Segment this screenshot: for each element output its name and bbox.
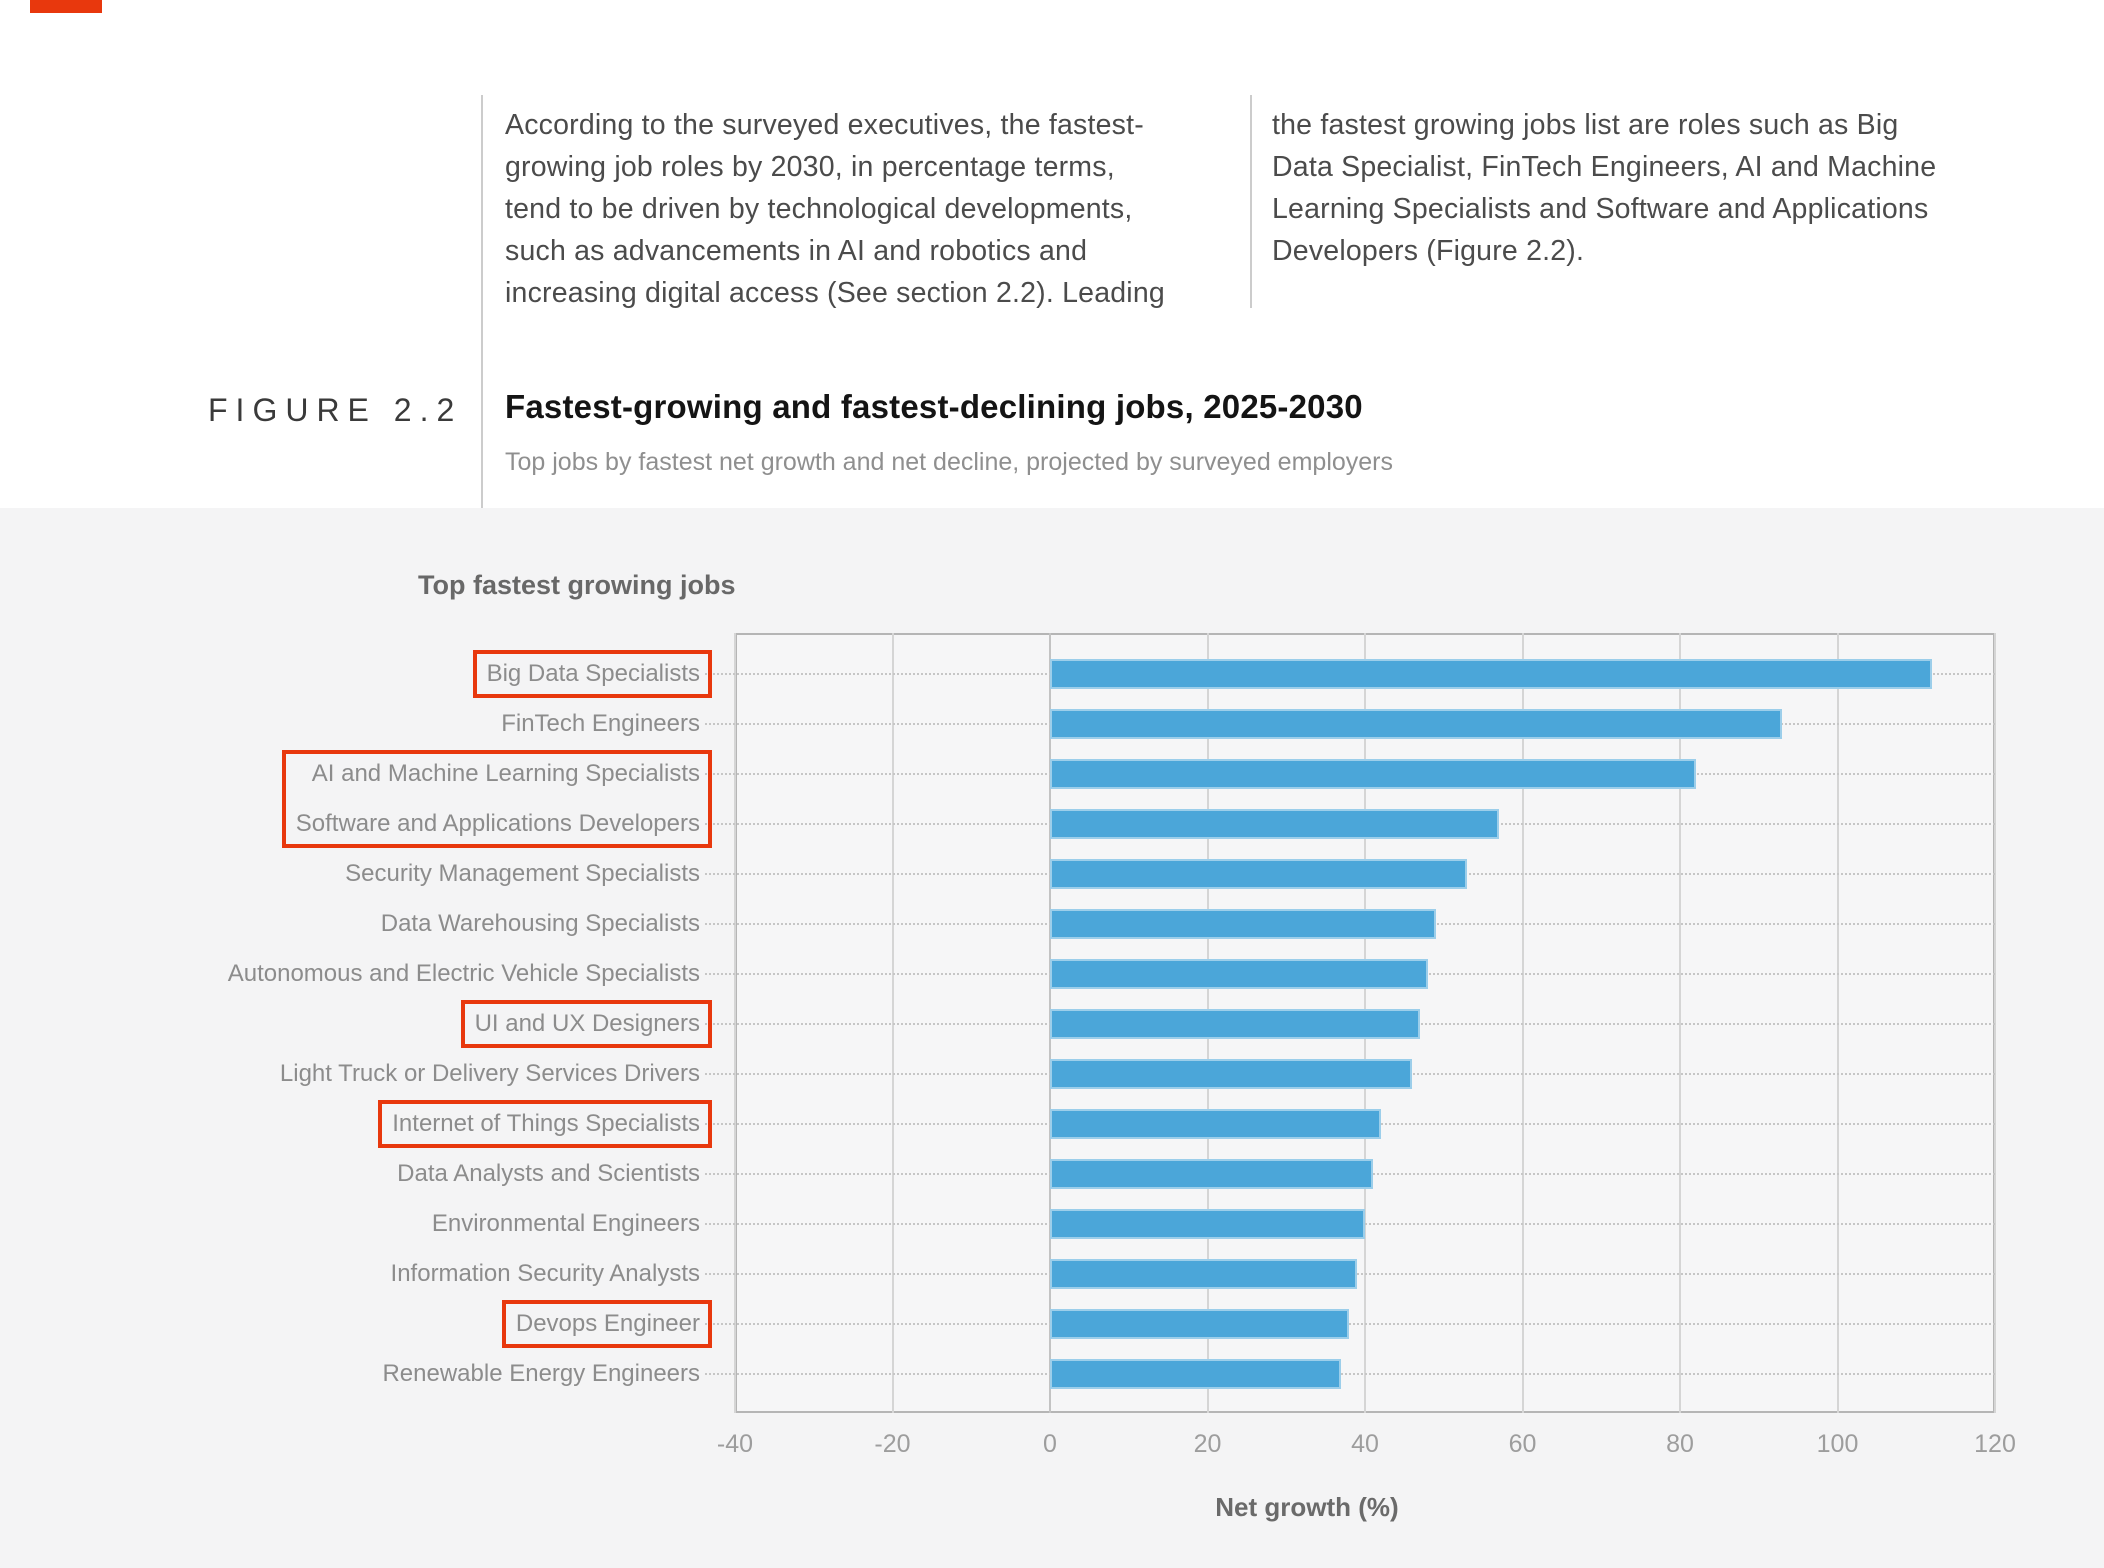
growth-bar: [1050, 1009, 1421, 1039]
job-label: Information Security Analysts: [0, 1259, 700, 1289]
growth-bar: [1050, 1059, 1413, 1089]
growth-bar: [1050, 959, 1428, 989]
job-label-text: Light Truck or Delivery Services Drivers: [279, 1060, 700, 1087]
highlight-box: [282, 750, 712, 848]
job-label: Security Management Specialists: [0, 859, 700, 889]
growth-bar: [1050, 759, 1696, 789]
figure-number-label: FIGURE 2.2: [208, 392, 463, 428]
growth-bar: [1050, 859, 1468, 889]
job-label-text: Software and Applications Developers: [295, 810, 700, 837]
growth-bar: [1050, 659, 1932, 689]
job-label: Software and Applications Developers: [0, 809, 700, 839]
row-guide-line: [705, 1323, 1995, 1325]
column-divider: [1250, 95, 1252, 308]
job-label-text: Information Security Analysts: [390, 1260, 700, 1287]
chart-title: Top fastest growing jobs: [418, 570, 736, 600]
gridline: [1994, 633, 1996, 1413]
job-label-text: Renewable Energy Engineers: [382, 1360, 700, 1387]
job-label: Internet of Things Specialists: [0, 1109, 700, 1139]
job-label-text: UI and UX Designers: [474, 1010, 700, 1037]
highlight-box: [502, 1300, 712, 1348]
intro-paragraph-left: According to the surveyed executives, th…: [505, 109, 1165, 309]
highlight-box: [461, 1000, 712, 1048]
x-tick-label: 0: [1043, 1430, 1057, 1458]
job-label: UI and UX Designers: [0, 1009, 700, 1039]
job-label-text: Devops Engineer: [515, 1310, 700, 1337]
growth-bar: [1050, 1359, 1342, 1389]
job-label: Devops Engineer: [0, 1309, 700, 1339]
job-label-text: Data Analysts and Scientists: [397, 1160, 700, 1187]
x-axis-label: Net growth (%): [1215, 1492, 1399, 1522]
highlight-box: [473, 650, 712, 698]
job-label: Environmental Engineers: [0, 1209, 700, 1239]
figure-subtitle: Top jobs by fastest net growth and net d…: [505, 448, 1394, 476]
x-tick-label: 20: [1193, 1430, 1222, 1458]
job-label: Renewable Energy Engineers: [0, 1359, 700, 1389]
row-guide-line: [705, 1373, 1995, 1375]
job-label-text: Internet of Things Specialists: [392, 1110, 700, 1137]
growth-bar: [1050, 1309, 1350, 1339]
vertical-divider: [481, 95, 483, 508]
job-label: Data Analysts and Scientists: [0, 1159, 700, 1189]
x-tick-label: 60: [1508, 1430, 1537, 1458]
job-label-text: Security Management Specialists: [345, 860, 700, 887]
growth-bar: [1050, 709, 1783, 739]
job-label-text: Autonomous and Electric Vehicle Speciali…: [227, 960, 700, 987]
growth-bar: [1050, 909, 1436, 939]
job-label: AI and Machine Learning Specialists: [0, 759, 700, 789]
job-label: FinTech Engineers: [0, 709, 700, 739]
job-label: Big Data Specialists: [0, 659, 700, 689]
growth-bar: [1050, 1259, 1358, 1289]
x-tick-label: -40: [716, 1430, 754, 1458]
job-label: Autonomous and Electric Vehicle Speciali…: [0, 959, 700, 989]
x-tick-label: 120: [1974, 1430, 2016, 1458]
highlight-box: [378, 1100, 712, 1148]
x-tick-label: 40: [1351, 1430, 1379, 1458]
job-label-text: AI and Machine Learning Specialists: [311, 760, 700, 787]
job-label-text: FinTech Engineers: [501, 710, 700, 737]
intro-paragraph-right: the fastest growing jobs list are roles …: [1272, 109, 1937, 267]
job-label: Data Warehousing Specialists: [0, 909, 700, 939]
growth-bar: [1050, 809, 1499, 839]
growth-bar: [1050, 1209, 1365, 1239]
x-tick-label: -20: [874, 1430, 911, 1458]
growth-bar: [1050, 1109, 1381, 1139]
job-label-text: Environmental Engineers: [431, 1210, 700, 1237]
job-label: Light Truck or Delivery Services Drivers: [0, 1059, 700, 1089]
growth-bar: [1050, 1159, 1373, 1189]
page-accent-mark: [30, 0, 102, 13]
figure-title: Fastest-growing and fastest-declining jo…: [505, 388, 1363, 425]
job-label-text: Big Data Specialists: [486, 660, 700, 687]
job-label-text: Data Warehousing Specialists: [380, 910, 700, 937]
x-tick-label: 100: [1816, 1430, 1859, 1458]
x-tick-label: 80: [1666, 1430, 1694, 1458]
